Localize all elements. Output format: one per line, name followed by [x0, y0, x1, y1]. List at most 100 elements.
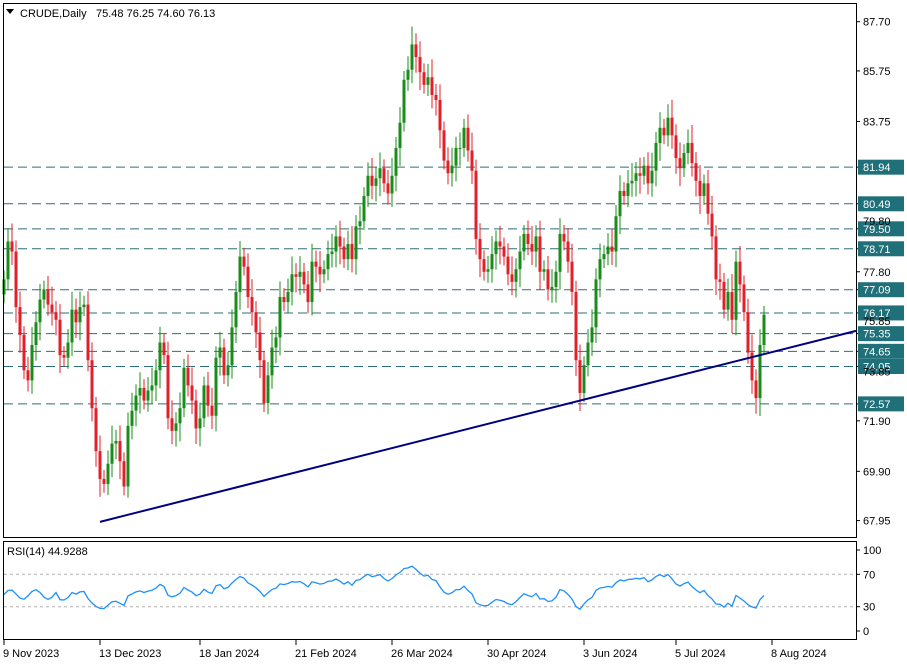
candle[interactable] — [162, 333, 166, 364]
candle[interactable] — [650, 152, 654, 197]
candle[interactable] — [666, 104, 670, 147]
candle[interactable] — [10, 223, 14, 265]
candle[interactable] — [434, 83, 438, 116]
candle[interactable] — [490, 236, 494, 283]
candle[interactable] — [262, 351, 266, 412]
candle[interactable] — [486, 255, 490, 283]
candle[interactable] — [30, 327, 34, 394]
candle[interactable] — [158, 326, 162, 389]
candle[interactable] — [386, 169, 390, 205]
candle[interactable] — [610, 228, 614, 265]
candle[interactable] — [242, 247, 246, 276]
candle[interactable] — [394, 136, 398, 192]
candle[interactable] — [118, 425, 122, 480]
rsi-line[interactable] — [3, 565, 765, 611]
candle[interactable] — [594, 268, 598, 343]
candle[interactable] — [638, 157, 642, 194]
candle[interactable] — [674, 124, 678, 174]
candle[interactable] — [426, 63, 430, 96]
candle[interactable] — [274, 326, 278, 364]
candle[interactable] — [554, 260, 558, 303]
candle[interactable] — [586, 329, 590, 377]
candle[interactable] — [654, 131, 658, 187]
candle[interactable] — [258, 316, 262, 379]
candle[interactable] — [518, 235, 522, 288]
candle[interactable] — [218, 331, 222, 376]
candle[interactable] — [726, 278, 730, 321]
candle[interactable] — [462, 118, 466, 157]
candle[interactable] — [502, 237, 506, 266]
candle[interactable] — [202, 376, 206, 428]
candle[interactable] — [110, 425, 114, 478]
candle[interactable] — [326, 240, 330, 281]
candle[interactable] — [590, 309, 594, 356]
candle[interactable] — [166, 341, 170, 430]
candle[interactable] — [346, 230, 350, 271]
candle[interactable] — [522, 225, 526, 261]
candle[interactable] — [46, 276, 50, 316]
candle[interactable] — [182, 358, 186, 418]
candle[interactable] — [622, 182, 626, 205]
candle[interactable] — [598, 243, 602, 298]
candle[interactable] — [314, 250, 318, 283]
candle[interactable] — [290, 256, 294, 306]
candle[interactable] — [682, 144, 686, 178]
candle[interactable] — [702, 174, 706, 205]
candle[interactable] — [442, 121, 446, 170]
candle[interactable] — [658, 112, 662, 161]
candle[interactable] — [534, 225, 538, 268]
candle[interactable] — [494, 230, 498, 270]
candle[interactable] — [214, 346, 218, 432]
candle[interactable] — [34, 311, 38, 361]
candle[interactable] — [614, 205, 618, 268]
candle[interactable] — [194, 389, 198, 445]
candle[interactable] — [422, 63, 426, 94]
candle[interactable] — [690, 124, 694, 177]
candle[interactable] — [38, 283, 42, 341]
candle[interactable] — [266, 361, 270, 415]
candle[interactable] — [730, 274, 734, 334]
candle[interactable] — [694, 152, 698, 197]
candle[interactable] — [366, 162, 370, 208]
candle[interactable] — [630, 162, 634, 197]
candle[interactable] — [546, 255, 550, 301]
candle[interactable] — [66, 329, 70, 369]
candle[interactable] — [50, 286, 54, 326]
candle[interactable] — [762, 305, 766, 354]
candle[interactable] — [230, 309, 234, 379]
candle[interactable] — [506, 243, 510, 286]
candle[interactable] — [322, 260, 326, 284]
candle[interactable] — [70, 291, 74, 356]
candle[interactable] — [458, 132, 462, 166]
candle[interactable] — [602, 245, 606, 268]
candle[interactable] — [558, 218, 562, 290]
candle[interactable] — [54, 301, 58, 336]
candle[interactable] — [78, 291, 82, 341]
candle[interactable] — [354, 215, 358, 275]
candle[interactable] — [22, 326, 26, 380]
candle[interactable] — [530, 226, 534, 265]
candle[interactable] — [190, 367, 194, 414]
candle[interactable] — [526, 220, 530, 256]
candle[interactable] — [570, 243, 574, 306]
candle[interactable] — [90, 342, 94, 422]
candle[interactable] — [566, 228, 570, 273]
candle[interactable] — [282, 288, 286, 311]
candle[interactable] — [754, 369, 758, 414]
candle[interactable] — [626, 169, 630, 208]
candle[interactable] — [714, 225, 718, 296]
candle[interactable] — [154, 359, 158, 402]
candle[interactable] — [406, 56, 410, 91]
candle[interactable] — [126, 412, 130, 498]
candle[interactable] — [758, 329, 762, 417]
candle[interactable] — [86, 291, 90, 372]
candle[interactable] — [738, 245, 742, 303]
candle[interactable] — [478, 223, 482, 278]
candle[interactable] — [414, 33, 418, 73]
candle[interactable] — [618, 175, 622, 235]
trendline[interactable] — [99, 329, 857, 523]
candle[interactable] — [482, 250, 486, 281]
candle[interactable] — [670, 99, 674, 149]
candle[interactable] — [470, 132, 474, 185]
candle[interactable] — [98, 435, 102, 497]
